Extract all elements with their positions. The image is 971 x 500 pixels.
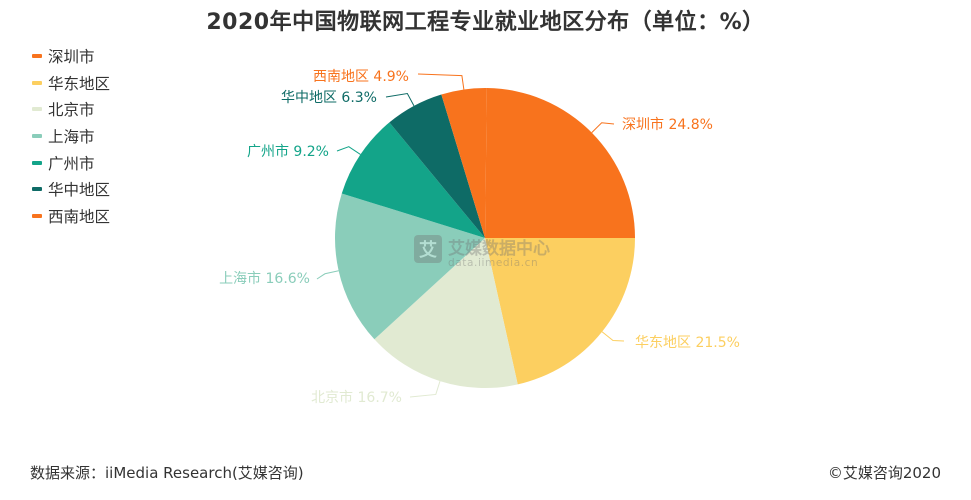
watermark: 艾 艾媒数据中心 data.iimedia.cn — [414, 235, 550, 269]
legend-swatch-icon — [32, 213, 42, 218]
legend-swatch-icon — [32, 187, 42, 192]
legend-label: 上海市 — [48, 128, 95, 147]
svg-text:艾: 艾 — [419, 239, 437, 261]
legend-item-beijing[interactable]: 北京市 — [32, 96, 110, 123]
legend-swatch-icon — [32, 160, 42, 165]
leader-line — [409, 380, 441, 398]
slice-label-guangzhou: 广州市 9.2% — [247, 143, 329, 160]
legend-item-shanghai[interactable]: 上海市 — [32, 123, 110, 150]
leader-line — [336, 146, 361, 155]
pie-slice-广州市[interactable] — [341, 122, 485, 238]
copyright: ©艾媒咨询2020 — [827, 464, 941, 482]
legend-item-xinan[interactable]: 西南地区 — [32, 203, 110, 230]
legend: 深圳市 华东地区 北京市 上海市 广州市 华中地区 西南地区 — [32, 43, 110, 229]
slice-label-shanghai: 上海市 16.6% — [219, 270, 310, 287]
legend-label: 广州市 — [48, 154, 95, 173]
watermark-logo-icon — [414, 235, 442, 263]
legend-item-shenzhen[interactable]: 深圳市 — [32, 43, 110, 70]
pie-slices — [335, 88, 635, 388]
slice-labels: 华东地区 21.5% 北京市 16.7% 上海市 16.6% 广州市 9.2% … — [219, 69, 740, 406]
legend-label: 深圳市 — [48, 48, 95, 67]
legend-swatch-icon — [32, 54, 42, 59]
pie-slice-华中地区[interactable] — [389, 94, 485, 238]
pie-slice-上海市[interactable] — [335, 193, 485, 340]
slice-label-xinan: 西南地区 4.9% — [313, 69, 409, 85]
legend-label: 北京市 — [48, 101, 95, 120]
legend-item-guangzhou[interactable]: 广州市 — [32, 149, 110, 176]
pie-slice-华东地区[interactable] — [485, 238, 635, 385]
leader-line — [385, 92, 415, 107]
leader-line — [417, 73, 465, 90]
leader-line — [591, 122, 615, 133]
slice-label-huadong: 华东地区 21.5% — [635, 335, 740, 351]
slice-label-beijing: 北京市 16.7% — [311, 389, 402, 406]
slice-label-huazhong: 华中地区 6.3% — [281, 90, 377, 106]
legend-label: 华中地区 — [48, 181, 111, 200]
legend-swatch-icon — [32, 134, 42, 139]
legend-label: 西南地区 — [48, 207, 111, 226]
leader-lines — [316, 73, 625, 398]
legend-swatch-icon — [32, 80, 42, 85]
legend-item-huadong[interactable]: 华东地区 — [32, 70, 110, 97]
slice-label-shenzhen: 深圳市 24.8% — [622, 116, 713, 133]
pie-slice-北京市[interactable] — [374, 238, 518, 388]
pie-slice-西南地区[interactable] — [441, 88, 487, 238]
chart-title: 2020年中国物联网工程专业就业地区分布（单位：%） — [206, 10, 765, 35]
leader-line — [316, 270, 339, 280]
legend-label: 华东地区 — [48, 74, 111, 93]
watermark-brand: 艾媒数据中心 — [448, 238, 550, 259]
leader-line — [601, 331, 625, 342]
legend-swatch-icon — [32, 107, 42, 112]
pie-slice-深圳市[interactable] — [485, 88, 635, 238]
data-source: 数据来源：iiMedia Research(艾媒咨询) — [30, 464, 304, 482]
watermark-url: data.iimedia.cn — [448, 257, 538, 269]
legend-item-huazhong[interactable]: 华中地区 — [32, 176, 110, 203]
